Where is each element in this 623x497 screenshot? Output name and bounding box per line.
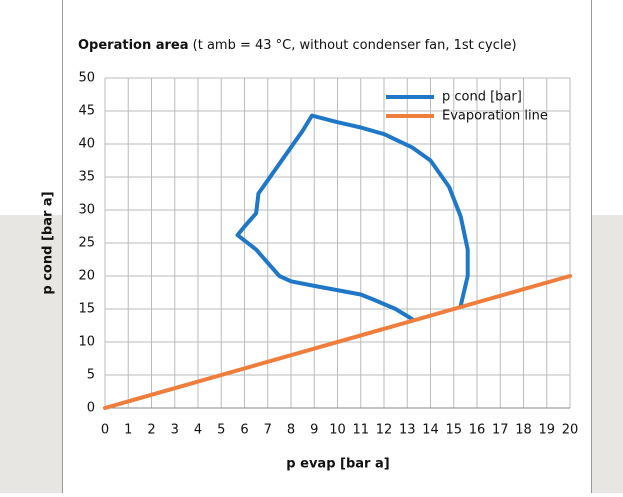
x-tick-label: 16 [469,423,486,438]
y-tick-label: 20 [78,269,95,284]
x-tick-label: 0 [101,423,109,438]
y-tick-label: 35 [78,170,95,185]
x-tick-label: 14 [422,423,439,438]
x-tick-label: 3 [171,423,179,438]
x-tick-label: 5 [217,423,225,438]
x-tick-label: 6 [240,423,248,438]
line [235,113,470,321]
y-tick-label: 40 [78,137,95,152]
x-tick-label: 11 [352,423,369,438]
x-tick-label: 1 [124,423,132,438]
y-tick-label: 10 [78,335,95,350]
y-tick-label: 15 [78,302,95,317]
x-tick-label: 19 [538,423,555,438]
x-tick-label: 18 [515,423,532,438]
subtitle: (t amb = 43 °C, without condenser fan, 1… [193,38,517,53]
legend-label: p cond [bar] [442,90,522,105]
x-tick-label: 10 [329,423,346,438]
y-tick-label: 30 [78,203,95,218]
x-tick-label: 17 [492,423,509,438]
y-tick-label: 5 [87,368,95,383]
x-tick-label: 15 [445,423,462,438]
x-tick-label: 20 [562,423,579,438]
y-tick-label: 0 [87,401,95,416]
legend-label: Evaporation line [442,109,548,124]
x-tick-label: 12 [376,423,393,438]
y-tick-label: 25 [78,236,95,251]
side-panel [592,215,623,493]
y-tick-label: 45 [78,104,95,119]
x-tick-label: 9 [310,423,318,438]
x-tick-label: 7 [264,423,272,438]
title: Operation area [78,38,189,53]
frame [62,0,592,496]
x-tick-label: 8 [287,423,295,438]
side-panel [0,215,62,493]
x-tick-label: 13 [399,423,416,438]
x-tick-label: 2 [147,423,155,438]
line [103,274,572,410]
x-tick-label: 4 [194,423,202,438]
y-tick-label: 50 [78,71,95,86]
chart-title: Operation area (t amb = 43 °C, without c… [78,38,517,53]
y-axis-label: p cond [bar a] [41,191,56,294]
x-axis-label: p evap [bar a] [286,457,389,472]
